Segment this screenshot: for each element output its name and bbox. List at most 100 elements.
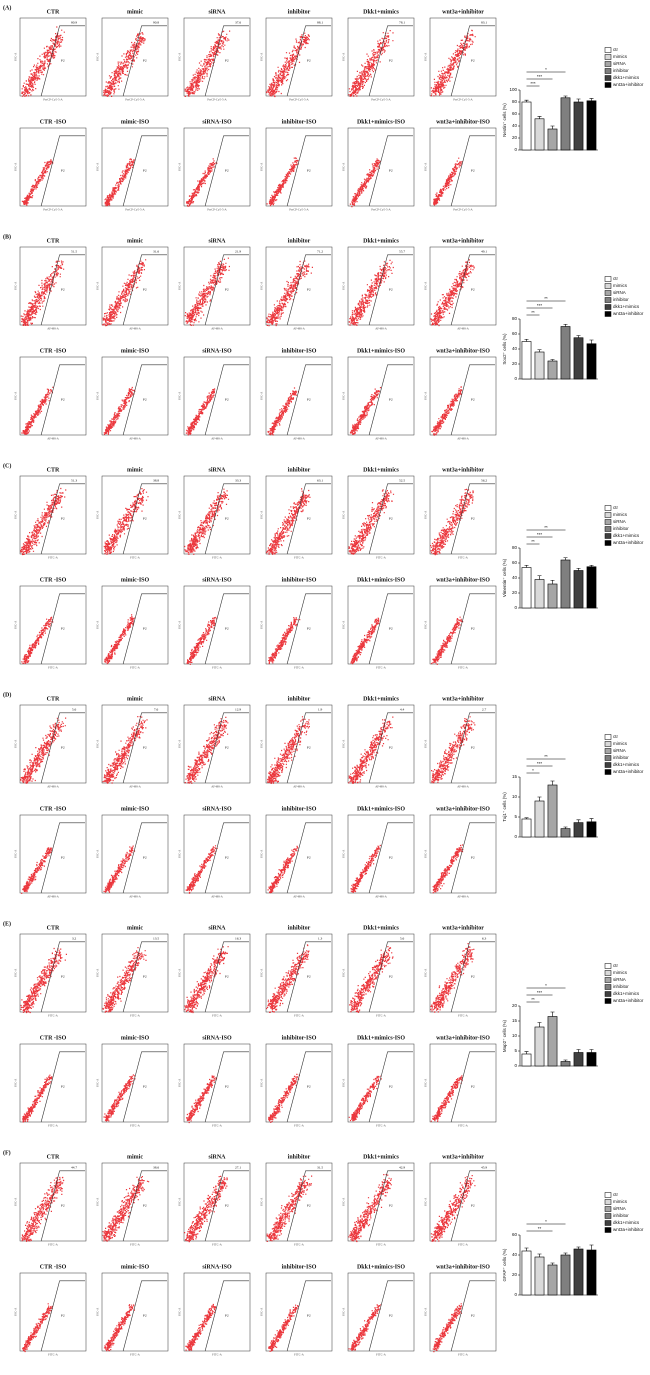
sample-title: CTR xyxy=(47,238,60,244)
sample-title: CTR -ISO xyxy=(40,119,67,125)
significance-label: ** xyxy=(544,525,548,530)
legend-swatch xyxy=(604,276,612,282)
legend-swatch xyxy=(604,75,612,81)
significance-label: * xyxy=(545,1219,547,1224)
gate-percent: 51.3 xyxy=(71,478,77,482)
bar xyxy=(586,1249,597,1296)
bar xyxy=(560,828,571,838)
gate-name: P2 xyxy=(471,975,475,979)
x-axis-label: PerCP-Cy5-5-A xyxy=(371,98,391,102)
gate-name: P2 xyxy=(225,856,229,860)
y-axis-label: SSC-A xyxy=(342,739,346,748)
y-axis-label: SSC-A xyxy=(96,1078,100,1087)
sample-title: siRNA-ISO xyxy=(202,806,232,812)
x-axis-label: AF488-A xyxy=(47,327,59,331)
legend-label: inhibitor xyxy=(613,984,629,989)
panel-letter: (D) xyxy=(3,691,11,698)
events xyxy=(102,716,148,784)
gate xyxy=(450,364,495,436)
y-axis-label: SSC-A xyxy=(424,620,428,629)
gate-percent: 33.3 xyxy=(235,478,241,482)
error-bar xyxy=(537,1022,542,1027)
sample-title: mimic-ISO xyxy=(121,577,150,583)
gate xyxy=(122,364,167,436)
bar xyxy=(573,1248,584,1296)
x-axis-label: FITC-A xyxy=(376,1014,387,1018)
legend-label: siRNA xyxy=(613,519,626,524)
x-axis-label: FITC-A xyxy=(294,1353,305,1357)
gate xyxy=(368,25,413,97)
gate-name: P2 xyxy=(143,288,147,292)
legend-swatch xyxy=(604,512,612,518)
events xyxy=(348,489,395,555)
y-axis-label: SSC-A xyxy=(178,1078,182,1087)
legend-swatch xyxy=(604,741,612,747)
gate xyxy=(368,941,413,1013)
gate xyxy=(450,822,495,894)
y-axis-label: SSC-A xyxy=(342,52,346,61)
x-axis-label: FITC-A xyxy=(212,556,223,560)
gate-name: P2 xyxy=(143,746,147,750)
plot-frame xyxy=(19,1162,87,1242)
bar xyxy=(573,570,584,609)
events xyxy=(268,1073,300,1123)
events xyxy=(430,1075,463,1122)
plot-frame xyxy=(265,585,333,665)
gate-name: P2 xyxy=(225,975,229,979)
gate xyxy=(40,25,85,97)
gate-name: P2 xyxy=(143,856,147,860)
x-axis-label: AF488-A xyxy=(293,437,305,441)
significance-label: ** xyxy=(544,296,548,301)
y-axis-label: SSC-A xyxy=(14,1078,18,1087)
legend-label: inhibitor xyxy=(613,755,629,760)
x-axis-label: FITC-A xyxy=(48,1353,59,1357)
gate xyxy=(286,254,331,326)
y-axis-label: SSC-A xyxy=(342,620,346,629)
sample-title: mimic-ISO xyxy=(121,806,150,812)
gate-name: P2 xyxy=(471,288,475,292)
x-axis-label: PerCP-Cy5-5-A xyxy=(207,98,227,102)
x-axis-label: FITC-A xyxy=(212,1124,223,1128)
plot-frame xyxy=(183,17,251,97)
x-axis-label: FITC-A xyxy=(458,1124,469,1128)
y-axis-label: SSC-A xyxy=(14,1197,18,1206)
gate-name: P2 xyxy=(225,1204,229,1208)
x-axis-label: PerCP-Cy5-5-A xyxy=(207,208,227,212)
bar xyxy=(560,326,571,380)
y-axis-label: SSC-A xyxy=(96,1197,100,1206)
sample-title: CTR -ISO xyxy=(40,1035,67,1041)
events xyxy=(104,158,135,207)
gate xyxy=(450,254,495,326)
sample-title: wnt3a+inhibitor-ISO xyxy=(436,1264,490,1270)
x-axis-label: AF488-A xyxy=(47,437,59,441)
y-axis-label: SSC-A xyxy=(260,1078,264,1087)
events xyxy=(431,616,464,665)
gate-name: P2 xyxy=(61,59,65,63)
events xyxy=(433,157,463,206)
error-bar xyxy=(589,818,594,822)
gate-name: P2 xyxy=(307,1204,311,1208)
gate-percent: 1.9 xyxy=(318,707,323,711)
gate xyxy=(450,941,495,1013)
sample-title: siRNA xyxy=(208,9,226,15)
bar xyxy=(521,567,532,609)
plot-frame xyxy=(429,17,497,97)
y-axis-label: SSC-A xyxy=(96,510,100,519)
legend-label: siRNA xyxy=(613,977,626,982)
legend-swatch xyxy=(604,1220,612,1226)
error-bar xyxy=(563,1252,568,1255)
bar xyxy=(547,128,558,151)
error-bar xyxy=(524,338,529,342)
gate-name: P2 xyxy=(143,59,147,63)
events xyxy=(184,257,230,326)
events xyxy=(21,386,54,435)
y-tick-label: 0 xyxy=(514,834,517,839)
events xyxy=(186,1075,218,1124)
sample-title: inhibitor xyxy=(288,238,311,244)
gate xyxy=(368,822,413,894)
bar xyxy=(560,97,571,151)
sample-title: Dkk1+mimics xyxy=(363,238,399,244)
gate-percent: 56.2 xyxy=(481,478,487,482)
error-bar xyxy=(550,1011,555,1017)
